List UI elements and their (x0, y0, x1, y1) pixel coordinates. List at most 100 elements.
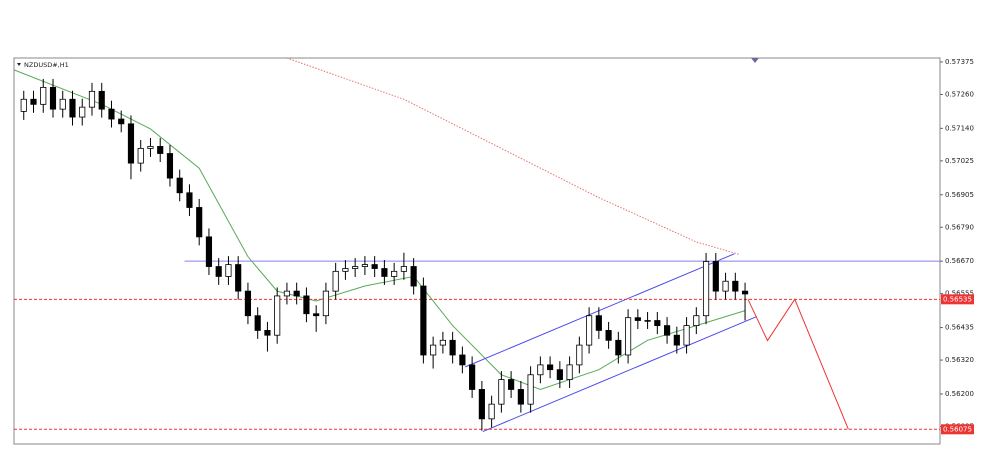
candle-body (537, 364, 544, 376)
y-tick-label: 0.56555 (945, 290, 974, 298)
candle-body (702, 261, 710, 317)
candle-body (683, 325, 690, 346)
candle-body (186, 192, 193, 208)
candle-body (264, 330, 271, 336)
candle-body (420, 285, 427, 356)
candle-body (459, 354, 466, 366)
candle-body (644, 320, 651, 322)
candle-body (654, 320, 661, 327)
y-tick-label: 0.57375 (945, 58, 974, 66)
y-tick-label: 0.56200 (945, 390, 974, 398)
candle-body (20, 98, 27, 112)
candle-body (49, 86, 57, 110)
candle-body (605, 330, 612, 341)
candle-body (488, 403, 495, 420)
candle-body (371, 264, 378, 269)
chart-title: NZDUSD#,H1 (24, 61, 69, 69)
candle-body (108, 108, 115, 120)
candle-body (69, 98, 76, 118)
candle-body (244, 290, 252, 317)
candle-body (157, 146, 164, 154)
period-marker (751, 58, 759, 63)
candle-body (98, 90, 105, 110)
candle-body (615, 339, 622, 356)
candle-body (79, 106, 86, 118)
candle-body (673, 334, 680, 346)
candle-body (118, 118, 125, 125)
candle-body (196, 207, 203, 238)
candle-body (147, 146, 154, 149)
candle-body (322, 290, 329, 317)
candle-body (566, 364, 573, 380)
candle-body (498, 379, 505, 405)
candle-body (625, 317, 632, 356)
candle-body (391, 270, 398, 277)
candle-body (127, 123, 135, 164)
candle-body (235, 264, 242, 292)
candle-body (634, 317, 641, 321)
candle-body (712, 261, 719, 292)
y-tick-label: 0.56905 (945, 191, 974, 199)
candle-body (137, 148, 144, 164)
price-tag-label: 0.56535 (943, 295, 972, 303)
candle-body (586, 315, 593, 346)
candle-body (741, 290, 749, 295)
candle-body (215, 266, 222, 277)
candle-body (274, 295, 281, 336)
candle-body (517, 389, 524, 405)
candle-body (381, 268, 388, 277)
candle-body (722, 280, 729, 292)
candle-body (332, 270, 339, 292)
candle-body (30, 98, 37, 105)
overlay-line (747, 298, 849, 430)
overlay-line (286, 57, 741, 256)
candle-body (693, 315, 700, 327)
candle-body (59, 98, 66, 110)
candle-body (547, 364, 554, 371)
candle-body (732, 280, 739, 292)
overlay-line (13, 69, 746, 390)
price-tag (941, 294, 974, 305)
candle-body (361, 264, 368, 267)
y-tick-label: 0.56320 (945, 356, 974, 364)
y-tick-label: 0.57260 (945, 90, 974, 98)
overlay-line (465, 253, 735, 368)
candle-body (439, 339, 446, 346)
y-tick-label: 0.57140 (945, 124, 974, 132)
candle-body (576, 344, 583, 366)
candle-body (410, 266, 417, 287)
candle-body (508, 379, 515, 390)
candle-body (430, 344, 437, 356)
candle-body (527, 374, 534, 405)
candle-body (254, 315, 261, 331)
y-tick-label: 0.56670 (945, 257, 974, 265)
title-arrow (17, 63, 21, 66)
candle-body (293, 290, 300, 297)
price-tag-label: 0.56075 (943, 425, 972, 433)
candle-body (478, 389, 485, 420)
y-tick-label: 0.56435 (945, 324, 974, 332)
candle-body (40, 86, 47, 105)
candle-body (556, 369, 563, 380)
y-tick-label: 0.57025 (945, 157, 974, 165)
candle-body (303, 295, 310, 315)
candle-body (595, 315, 602, 331)
candle-body (342, 268, 349, 272)
candle-body (469, 364, 476, 390)
candle-body (352, 266, 359, 269)
overlay-line (482, 316, 757, 433)
candle-body (449, 339, 456, 356)
candle-body (283, 290, 291, 297)
price-tag (941, 424, 974, 435)
candle-body (400, 266, 407, 272)
candle-body (313, 313, 320, 317)
candle-body (663, 325, 671, 336)
candle-body (225, 264, 232, 277)
y-tick-label: 0.56790 (945, 223, 974, 231)
candle-body (88, 90, 96, 108)
candle-body (205, 236, 213, 267)
plot-frame (13, 57, 941, 445)
candle-body (166, 153, 174, 179)
